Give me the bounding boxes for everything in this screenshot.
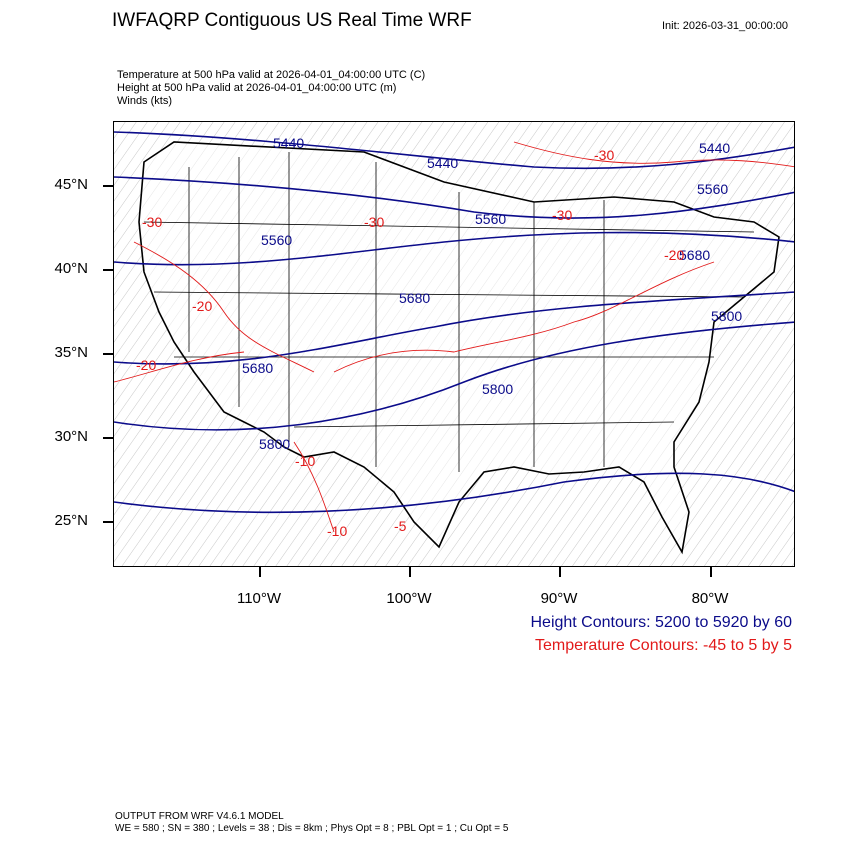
height-contour-legend: Height Contours: 5200 to 5920 by 60 — [530, 614, 792, 631]
height-label: 5680 — [242, 360, 273, 376]
subtitle-temperature: Temperature at 500 hPa valid at 2026-04-… — [117, 69, 426, 81]
lat-tick — [103, 437, 113, 439]
lon-tick — [710, 567, 712, 577]
lat-tick — [103, 353, 113, 355]
height-label: 5680 — [679, 247, 710, 263]
height-label: 5800 — [711, 308, 742, 324]
height-label: 5680 — [399, 290, 430, 306]
subtitle-height: Height at 500 hPa valid at 2026-04-01_04… — [117, 82, 397, 94]
plot-title: IWFAQRP Contiguous US Real Time WRF — [112, 10, 472, 31]
model-settings: WE = 580 ; SN = 380 ; Levels = 38 ; Dis … — [115, 823, 509, 834]
lat-label-40: 40°N — [54, 260, 88, 277]
height-label: 5560 — [261, 232, 292, 248]
temp-label: -20 — [664, 247, 684, 263]
height-label: 5440 — [273, 135, 304, 151]
temp-label: -5 — [394, 518, 407, 534]
temp-label: -20 — [136, 357, 156, 373]
init-time: Init: 2026-03-31_00:00:00 — [662, 20, 788, 32]
lon-label-80: 80°W — [691, 590, 729, 607]
height-label: 5560 — [697, 181, 728, 197]
lon-label-90: 90°W — [540, 590, 578, 607]
lon-label-110: 110°W — [236, 590, 282, 607]
subtitle-winds: Winds (kts) — [117, 95, 172, 107]
temperature-labels: -30 -30 -30 -30 -20 -20 -20 -10 -10 -5 — [136, 147, 684, 539]
temp-label: -10 — [295, 453, 315, 469]
temperature-contour-legend: Temperature Contours: -45 to 5 by 5 — [534, 637, 792, 654]
lon-tick — [559, 567, 561, 577]
height-label: 5560 — [475, 211, 506, 227]
lat-label-25: 25°N — [54, 512, 88, 529]
height-label: 5800 — [482, 381, 513, 397]
height-label: 5440 — [699, 140, 730, 156]
temp-label: -30 — [364, 214, 384, 230]
lat-tick — [103, 269, 113, 271]
lat-tick — [103, 185, 113, 187]
lon-tick — [259, 567, 261, 577]
temperature-contours — [114, 141, 794, 533]
temp-label: -20 — [192, 298, 212, 314]
temp-label: -10 — [327, 523, 347, 539]
lat-label-30: 30°N — [54, 428, 88, 445]
temp-label: -30 — [142, 214, 162, 230]
height-label: 5440 — [427, 155, 458, 171]
height-labels: 5440 5440 5440 5560 5560 5560 5680 5680 … — [242, 135, 742, 452]
height-contours — [114, 131, 794, 514]
map-panel: 5440 5440 5440 5560 5560 5560 5680 5680 … — [113, 121, 795, 567]
lon-label-100: 100°W — [386, 590, 432, 607]
temp-label: -30 — [594, 147, 614, 163]
model-info: OUTPUT FROM WRF V4.6.1 MODEL — [115, 811, 284, 822]
lon-tick — [409, 567, 411, 577]
lat-label-45: 45°N — [54, 176, 88, 193]
height-label: 5800 — [259, 436, 290, 452]
temp-label: -30 — [552, 207, 572, 223]
lat-tick — [103, 521, 113, 523]
weather-map: 5440 5440 5440 5560 5560 5560 5680 5680 … — [114, 122, 794, 566]
lat-label-35: 35°N — [54, 344, 88, 361]
